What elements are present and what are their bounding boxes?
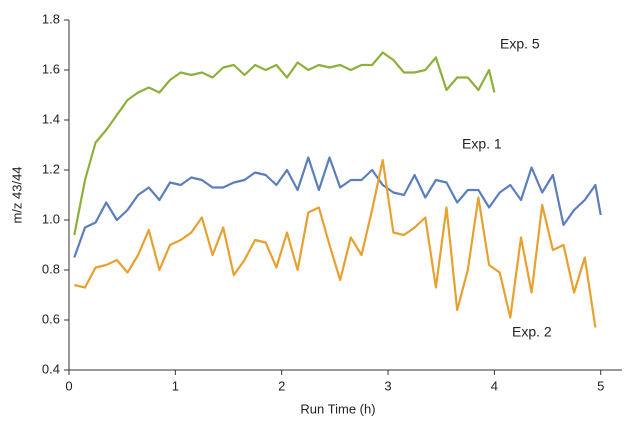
series-label: Exp. 2 xyxy=(512,324,552,340)
y-tick-label: 1.6 xyxy=(42,61,60,76)
series-label: Exp. 1 xyxy=(462,136,502,152)
x-axis-label: Run Time (h) xyxy=(300,401,375,416)
y-tick-label: 1.4 xyxy=(42,111,60,126)
y-tick-label: 1.8 xyxy=(42,11,60,26)
x-tick-label: 3 xyxy=(384,378,391,393)
y-tick-label: 0.8 xyxy=(42,261,60,276)
series-line xyxy=(74,158,597,328)
x-tick-label: 2 xyxy=(278,378,285,393)
y-tick-label: 0.6 xyxy=(42,311,60,326)
y-tick-label: 1.0 xyxy=(42,211,60,226)
series-line xyxy=(73,51,496,236)
x-tick-label: 4 xyxy=(491,378,498,393)
y-tick-label: 0.4 xyxy=(42,361,60,376)
x-tick-label: 5 xyxy=(597,378,604,393)
x-tick-label: 1 xyxy=(172,378,179,393)
y-axis-label: m/z 43/44 xyxy=(9,166,24,223)
series-label: Exp. 5 xyxy=(500,36,540,52)
y-tick-label: 1.2 xyxy=(42,161,60,176)
x-tick-label: 0 xyxy=(65,378,72,393)
series-line xyxy=(73,156,602,258)
